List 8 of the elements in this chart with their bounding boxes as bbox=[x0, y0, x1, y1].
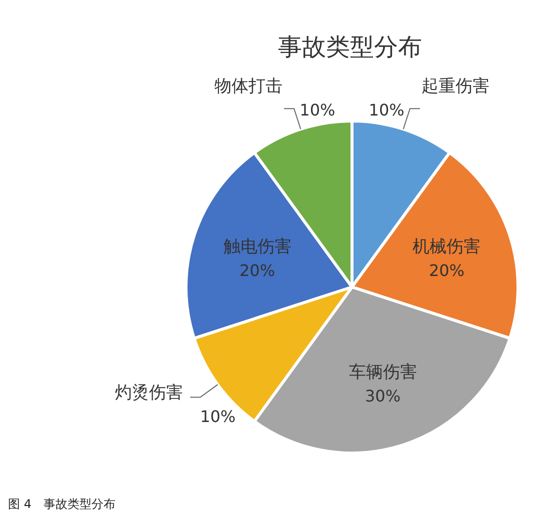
data-label: 10% bbox=[300, 100, 336, 120]
slice-label: 灼烫伤害 bbox=[114, 383, 183, 404]
title: 事故类型分布 bbox=[278, 33, 422, 61]
data-label: 10% bbox=[200, 407, 236, 426]
annotation: 图 4 事故类型分布 bbox=[8, 497, 116, 511]
slice-label: 起重伤害 bbox=[422, 76, 490, 97]
data-label: 10% bbox=[368, 100, 404, 120]
slice-label: 物体打击 bbox=[214, 76, 282, 97]
